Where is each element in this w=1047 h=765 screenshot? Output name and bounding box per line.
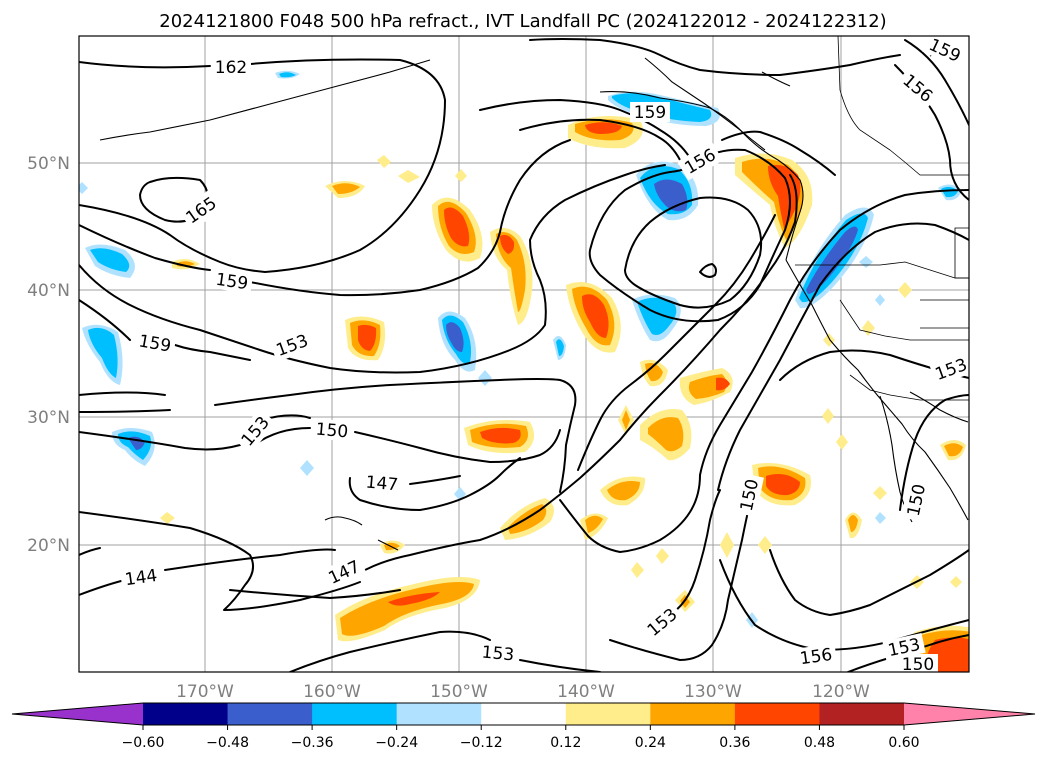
contour-label: 159 <box>634 103 666 123</box>
lon-label: 140°W <box>557 682 615 702</box>
colorbar-tick-label: 0.12 <box>550 735 581 751</box>
lat-label: 30°N <box>27 408 70 428</box>
political-borders <box>795 36 969 401</box>
colorbar-segment <box>819 703 905 725</box>
contour-label: 150 <box>902 655 934 675</box>
contour-label: 150 <box>315 420 349 443</box>
colorbar-segment <box>312 703 398 725</box>
lon-label: 170°W <box>176 682 234 702</box>
contour-label: 156 <box>799 645 834 669</box>
positive-anomaly-regions <box>160 116 969 672</box>
lon-label: 120°W <box>812 682 870 702</box>
colorbar-tick-label: 0.48 <box>804 735 835 751</box>
contour-label: 159 <box>214 270 249 294</box>
colorbar-extend-high <box>904 703 1035 725</box>
lon-label: 150°W <box>430 682 488 702</box>
colorbar-segment <box>565 703 651 725</box>
lon-label: 130°W <box>684 682 742 702</box>
map-background <box>79 36 969 672</box>
coastlines <box>99 45 969 551</box>
colorbar-tick-label: 0.36 <box>719 735 750 751</box>
latitude-labels: 50°N 40°N 30°N 20°N <box>27 154 70 556</box>
contour-label: 147 <box>365 473 399 496</box>
colorbar-segment <box>143 703 229 725</box>
colorbar-tick-label: 0.24 <box>635 735 666 751</box>
colorbar-tick-label: −0.48 <box>206 735 249 751</box>
lon-label: 160°W <box>303 682 361 702</box>
longitude-labels: 170°W 160°W 150°W 140°W 130°W 120°W <box>176 682 870 702</box>
colorbar: −0.60 −0.48 −0.36 −0.24 −0.12 0.12 0.24 0.36 0.4… <box>11 702 1036 751</box>
lat-label: 20°N <box>27 536 70 556</box>
colorbar-ticks: −0.60 −0.48 −0.36 −0.24 −0.12 0.12 0.24 0.36 0.4… <box>122 725 920 751</box>
colorbar-segment <box>734 703 820 725</box>
contour-label: 144 <box>124 566 159 590</box>
colorbar-tick-label: −0.60 <box>122 735 165 751</box>
colorbar-tick-label: −0.24 <box>375 735 418 751</box>
figure-title: 2024121800 F048 500 hPa refract., IVT La… <box>159 11 886 32</box>
colorbar-segment <box>481 703 567 725</box>
lat-label: 50°N <box>27 154 70 174</box>
lat-label: 40°N <box>27 281 70 301</box>
colorbar-tick-label: −0.12 <box>460 735 503 751</box>
colorbar-segment <box>227 703 313 725</box>
map-frame <box>78 35 970 673</box>
contour-label: 153 <box>481 643 515 666</box>
contour-label: 162 <box>215 58 247 78</box>
colorbar-segments <box>12 703 1035 725</box>
colorbar-tick-label: 0.60 <box>888 735 919 751</box>
colorbar-extend-low <box>12 703 143 725</box>
colorbar-tick-label: −0.36 <box>291 735 334 751</box>
colorbar-segment <box>396 703 482 725</box>
map-panel: 162 159 165 159 159 156 153 153 150 147 <box>78 35 970 675</box>
colorbar-segment <box>650 703 736 725</box>
